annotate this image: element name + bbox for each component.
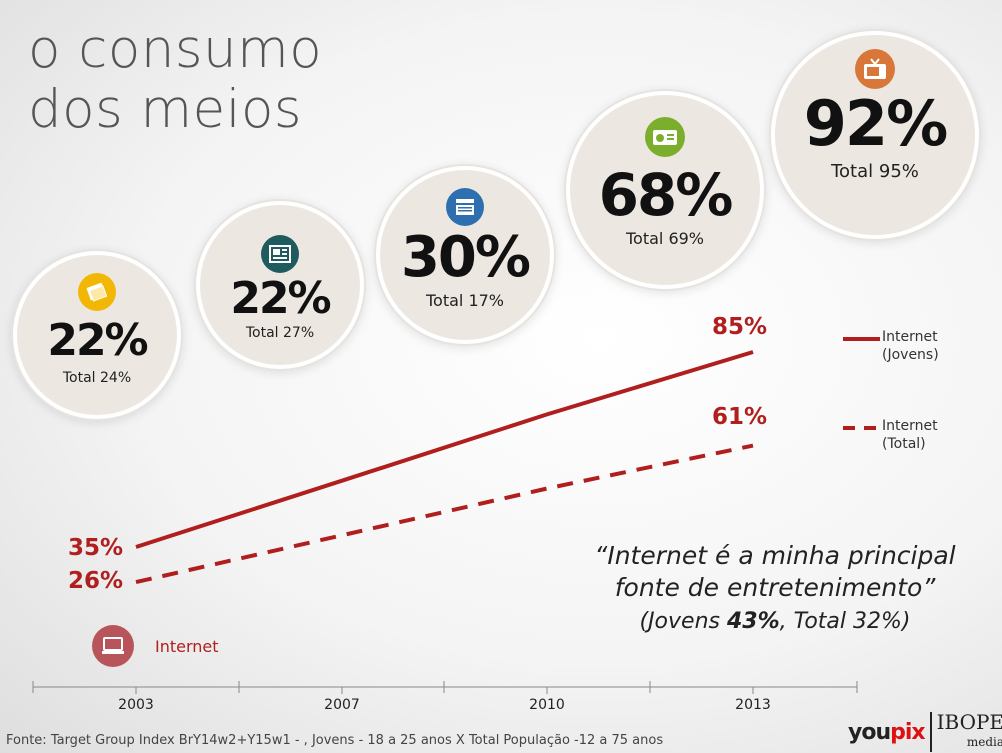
quote-line2: fonte de entretenimento” — [614, 573, 936, 602]
magazine-young-pct: 22% — [47, 315, 148, 366]
legend-jovens-line2: (Jovens) — [882, 347, 939, 363]
tick-2010: 2010 — [529, 697, 565, 713]
youpix-logo: youpix — [848, 719, 926, 745]
legend-jovens: Internet (Jovens) — [882, 328, 939, 364]
cinema-total: Total 17% — [425, 291, 504, 310]
legend-total-line2: (Total) — [882, 436, 926, 452]
radio-icon — [645, 117, 685, 157]
radio-circle: 68% Total 69% — [570, 95, 760, 285]
tick-2003: 2003 — [118, 697, 154, 713]
computer-icon — [92, 625, 134, 667]
radio-young-pct: 68% — [598, 161, 734, 229]
quote-sub-bold: 43% — [726, 609, 780, 634]
ibope-logo: IBOPE media — [929, 712, 1002, 752]
tick-2013: 2013 — [735, 697, 771, 713]
legend-jovens-line1: Internet — [882, 329, 938, 345]
magazine-circle: 22% Total 24% — [17, 255, 177, 415]
quote-line1: “Internet é a minha principal — [594, 541, 956, 570]
cinema-young-pct: 30% — [400, 225, 531, 290]
legend-total-line1: Internet — [882, 418, 938, 434]
title-line-1: o consumo — [28, 19, 323, 80]
tv-young-pct: 92% — [803, 87, 948, 160]
brand-logos: youpix IBOPE media — [848, 712, 1002, 752]
source-footer: Fonte: Target Group Index BrY14w2+Y15w1 … — [6, 733, 664, 748]
newspaper-circle: 22% Total 27% — [200, 205, 360, 365]
radio-total: Total 69% — [625, 229, 704, 248]
newspaper-young-pct: 22% — [230, 273, 331, 324]
tv-icon — [855, 49, 895, 89]
tv-circle: 92% Total 95% — [775, 35, 975, 235]
quote-sub-post: , Total 32%) — [779, 609, 911, 634]
total-end-label: 61% — [712, 404, 768, 430]
series-line-jovens — [135, 350, 754, 549]
clapperboard-icon — [446, 188, 484, 226]
title-line-2: dos meios — [28, 79, 303, 140]
tick-2007: 2007 — [324, 697, 360, 713]
quote-sub: (Jovens 43%, Total 32%) — [639, 609, 910, 634]
jovens-start-label: 35% — [68, 535, 124, 561]
legend-total: Internet (Total) — [882, 417, 938, 453]
page-title: o consumo dos meios — [28, 20, 322, 140]
quote: “Internet é a minha principal fonte de e… — [560, 540, 990, 638]
magazine-total: Total 24% — [62, 370, 132, 386]
quote-sub-pre: (Jovens — [639, 609, 727, 634]
magazine-icon — [78, 273, 116, 311]
total-start-label: 26% — [68, 568, 124, 594]
newspaper-icon — [261, 235, 299, 273]
internet-label: Internet — [155, 637, 219, 656]
jovens-end-label: 85% — [712, 314, 768, 340]
tv-total: Total 95% — [831, 161, 919, 182]
cinema-circle: 30% Total 17% — [380, 170, 550, 340]
newspaper-total: Total 27% — [245, 325, 315, 341]
